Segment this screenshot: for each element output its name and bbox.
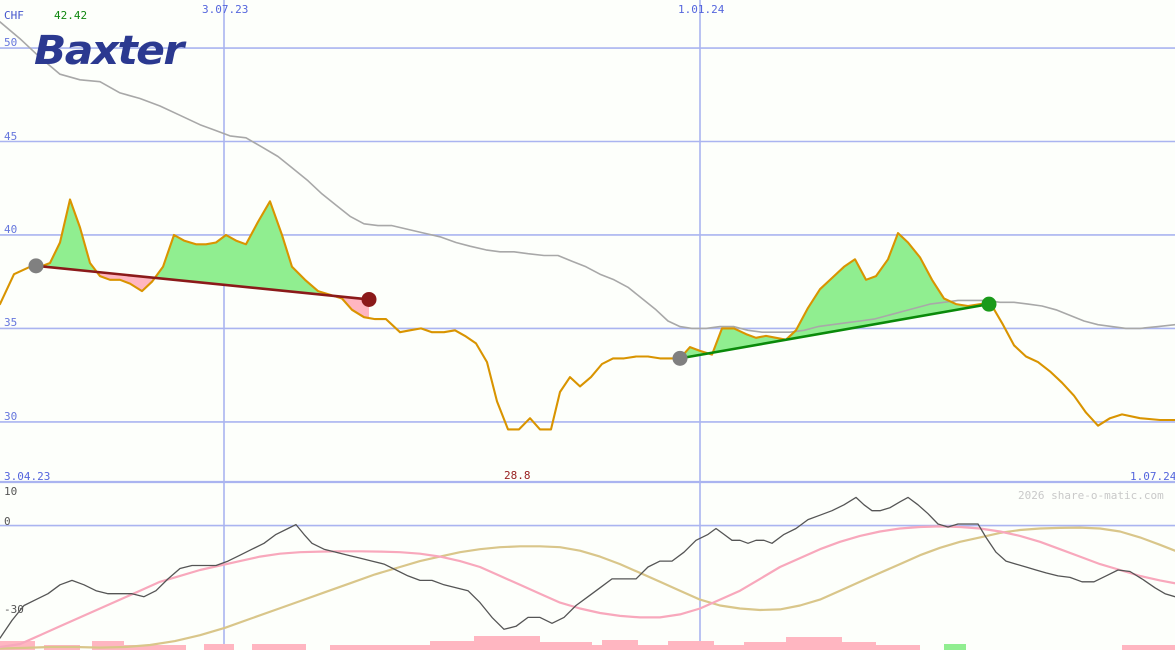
indicator-horizontal-gridlines bbox=[0, 480, 1175, 527]
price-tick-30: 30 bbox=[4, 409, 18, 423]
trend-marker-group bbox=[28, 258, 997, 366]
price-line bbox=[0, 198, 1175, 431]
price-tick-35: 35 bbox=[4, 316, 18, 330]
indicator-tick-0: 0 bbox=[4, 514, 11, 528]
top-date-label-0: 3.07.23 bbox=[202, 3, 249, 16]
trend-channel-fills bbox=[36, 200, 989, 359]
indicator-fast-line bbox=[0, 496, 1175, 639]
indicator-bars bbox=[0, 636, 1175, 650]
bottom-date-label-1: 1.07.24 bbox=[1130, 470, 1175, 483]
indicator-tick--30: -30 bbox=[4, 603, 24, 617]
price-horizontal-gridlines bbox=[0, 47, 1175, 423]
indicator-tick-10: 10 bbox=[4, 484, 18, 498]
indicator-mid-line bbox=[0, 525, 1175, 649]
currency-label: CHF bbox=[4, 9, 24, 22]
vertical-gridlines bbox=[223, 0, 701, 650]
low-value-label: 28.8 bbox=[504, 469, 531, 482]
watermark: 2026 share-o-matic.com bbox=[1018, 489, 1164, 502]
trendline-group bbox=[34, 264, 991, 360]
price-tick-50: 50 bbox=[4, 36, 18, 50]
top-date-label-1: 1.01.24 bbox=[678, 3, 725, 16]
price-tick-40: 40 bbox=[4, 222, 18, 236]
price-tick-45: 45 bbox=[4, 129, 18, 143]
last-price-label: 42.42 bbox=[54, 9, 88, 22]
indicator-slow-line bbox=[0, 526, 1175, 650]
bottom-date-label-0: 3.04.23 bbox=[4, 470, 51, 483]
brand-logo: Baxter bbox=[34, 28, 184, 74]
